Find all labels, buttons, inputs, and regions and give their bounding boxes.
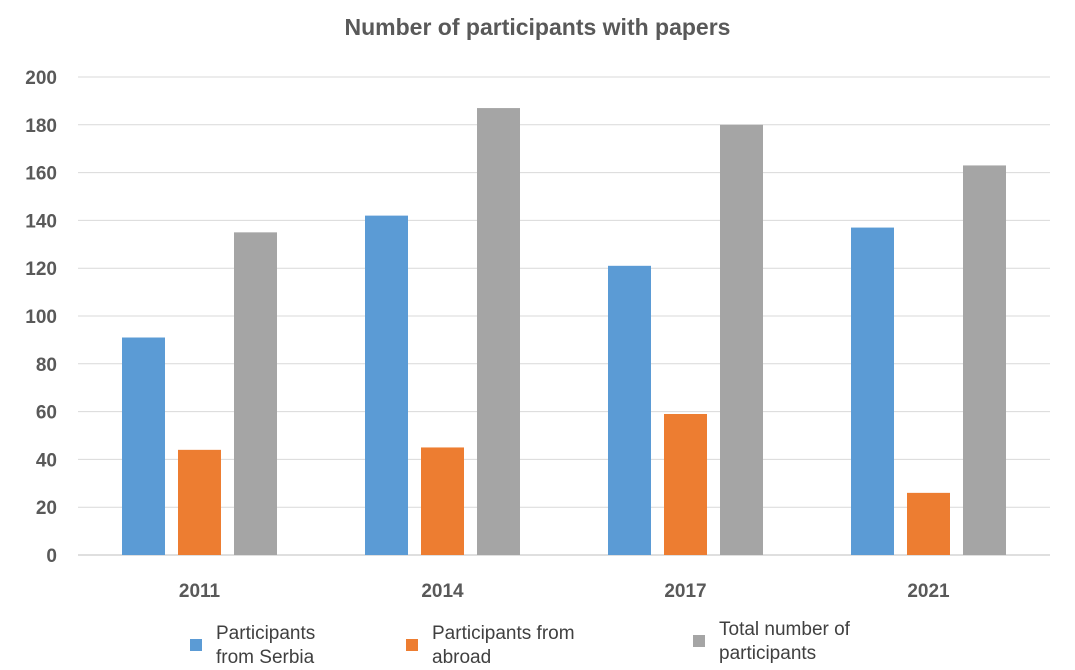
bar-2011-series-2: [234, 232, 277, 555]
x-tick-label: 2021: [907, 581, 950, 602]
x-tick-label: 2011: [179, 581, 221, 602]
y-tick-label: 160: [25, 164, 57, 185]
y-tick-label: 180: [25, 116, 57, 137]
bar-2014-series-1: [421, 447, 464, 555]
bar-2021-series-2: [963, 165, 1006, 555]
legend-swatch-total: [693, 635, 705, 647]
legend-label-total: Total number of participants: [719, 619, 850, 664]
y-tick-label: 0: [46, 546, 57, 567]
y-tick-label: 20: [36, 498, 57, 519]
legend-item-serbia: Participants from Serbia: [190, 622, 315, 670]
x-tick-label: 2017: [664, 581, 706, 602]
chart-legend: Participants from Serbia Participants fr…: [0, 619, 1075, 670]
legend-label-serbia: Participants from Serbia: [216, 623, 316, 668]
bar-2014-series-2: [477, 108, 520, 555]
bar-2011-series-1: [178, 449, 221, 555]
chart-title: Number of participants with papers: [344, 14, 731, 40]
legend-swatch-serbia: [190, 639, 202, 651]
y-tick-label: 140: [25, 211, 57, 232]
bar-2017-series-1: [664, 413, 707, 555]
bar-2017-series-0: [608, 265, 651, 555]
legend-item-total: Total number of participants: [693, 618, 850, 666]
bar-2017-series-2: [720, 124, 763, 556]
legend-item-abroad: Participants from abroad: [406, 622, 575, 670]
bar-2011-series-0: [122, 337, 165, 555]
x-tick-label: 2014: [421, 581, 464, 602]
y-tick-label: 120: [25, 259, 57, 280]
bar-chart: 0 20 40 60 80 100 120 140 160 180 200 2011 2014 2017 2…: [25, 68, 1050, 602]
bar-2021-series-0: [851, 227, 894, 555]
y-tick-label: 60: [36, 403, 57, 424]
legend-label-abroad: Participants from abroad: [432, 623, 575, 668]
legend-swatch-abroad: [406, 639, 418, 651]
bar-2021-series-1: [907, 492, 950, 555]
y-tick-label: 40: [36, 450, 57, 471]
y-tick-label: 100: [25, 307, 57, 328]
y-tick-label: 200: [25, 68, 57, 89]
bar-2014-series-0: [365, 215, 408, 555]
y-tick-label: 80: [36, 355, 57, 376]
